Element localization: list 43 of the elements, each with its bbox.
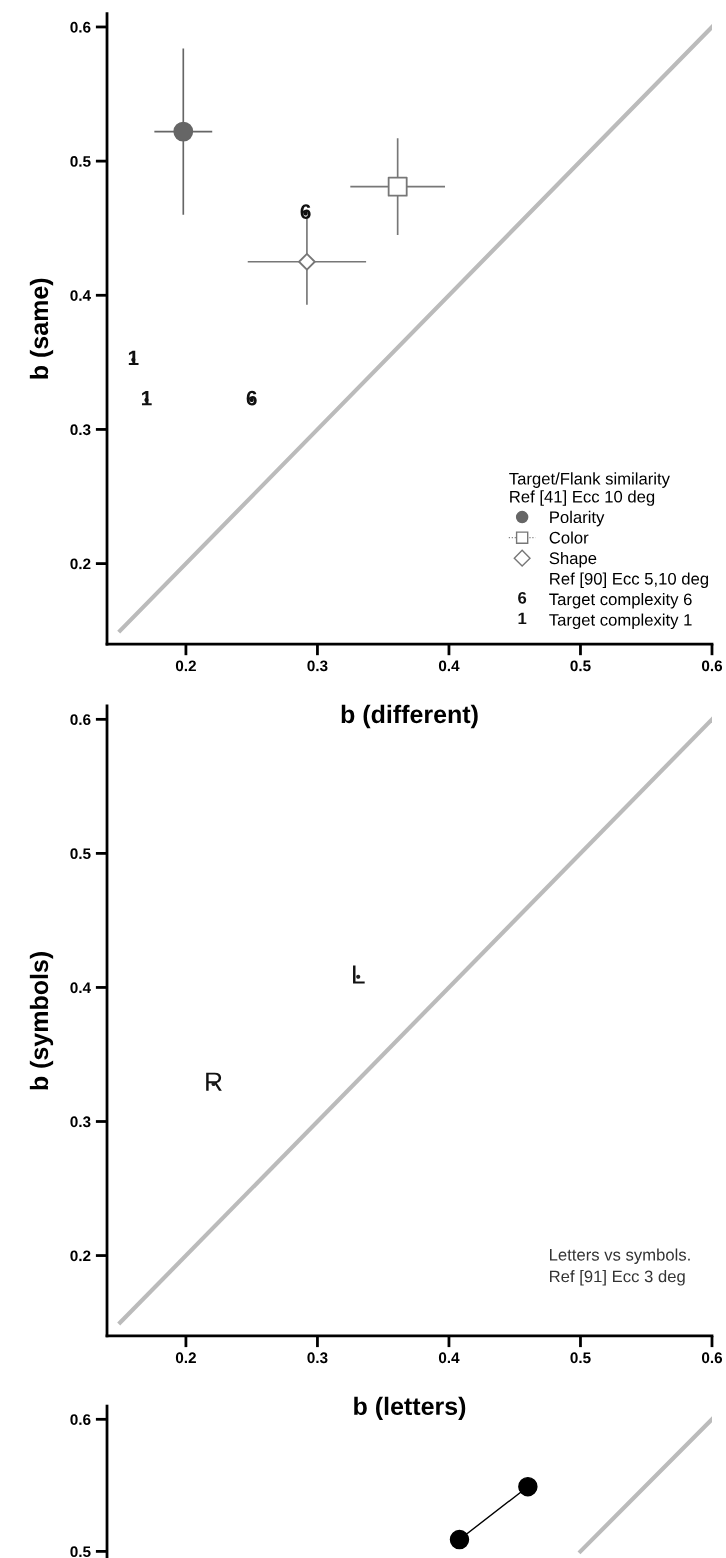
text: 1	[518, 612, 527, 625]
y-axis-title: b (symbols)	[29, 952, 54, 1090]
annotation: R	[206, 1072, 222, 1091]
x-tick-label: 0.5	[570, 1352, 591, 1364]
legend-label: Shape	[549, 551, 597, 568]
y-tick-label: 0.2	[70, 1250, 91, 1262]
legend-label: Color	[549, 531, 589, 544]
point	[173, 121, 194, 142]
text: Target complexity 1	[549, 613, 692, 630]
point	[387, 176, 408, 197]
annotation: Ref [90] Ecc 5,10 deg	[550, 572, 709, 588]
annotation: 6	[246, 390, 257, 406]
y-tick-label: 0.5	[70, 848, 91, 860]
x-tick-label: 0.3	[307, 1352, 328, 1364]
y-tick-label: 0.6	[70, 21, 91, 33]
x-tick-label: 0.2	[175, 1352, 196, 1364]
x-tick-label: 0.2	[175, 660, 196, 672]
x-tick-label: 0.4	[438, 660, 460, 672]
y-tick-label: 0.6	[70, 1414, 91, 1425]
y-tick-label: 0.4	[70, 290, 91, 301]
y-tick-label: 0.5	[70, 155, 91, 167]
annotation: 6	[300, 204, 311, 220]
text: 6	[518, 591, 527, 604]
x-axis-title: b (different)	[341, 704, 478, 729]
x-axis-title: b (letters)	[354, 1396, 466, 1421]
annotation: L	[353, 965, 365, 984]
y-tick-label: 0.3	[70, 424, 91, 436]
y-tick-label: 0.2	[70, 558, 91, 570]
legend-title: Target/Flank similarity Ref [41] Ecc 10 deg	[509, 472, 670, 506]
x-tick-label: 0.3	[307, 660, 328, 672]
annotation: Letters vs symbols. Ref [91] Ecc 3 deg	[550, 1248, 690, 1286]
text: Target complexity 6	[549, 593, 692, 609]
y-tick-label: 0.3	[70, 1116, 91, 1128]
point	[298, 252, 316, 271]
x-tick-label: 0.6	[701, 660, 723, 672]
x-tick-label: 0.5	[570, 660, 591, 672]
legend-label: Polarity	[550, 510, 605, 527]
y-tick-label: 0.6	[70, 714, 91, 726]
y-axis-title: b (same)	[29, 278, 54, 379]
y-tick-label: 0.4	[70, 982, 91, 994]
x-tick-label: 0.4	[438, 1352, 460, 1364]
y-tick-label: 0.5	[70, 1546, 91, 1558]
x-tick-label: 0.6	[701, 1352, 723, 1364]
